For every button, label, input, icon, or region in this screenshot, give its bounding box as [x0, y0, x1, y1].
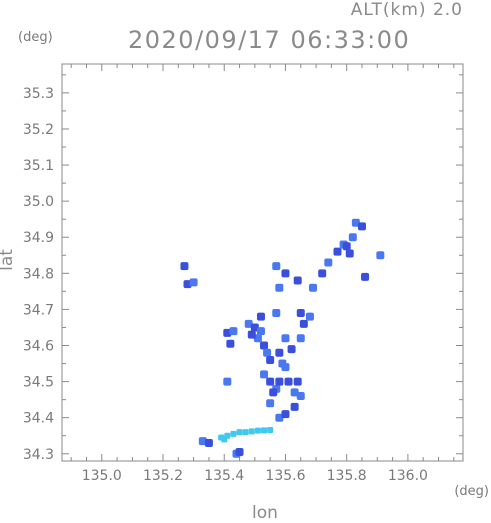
echo-point — [296, 334, 305, 343]
echo-point — [342, 242, 351, 251]
y-tick-label: 34.3 — [23, 447, 54, 463]
echo-point — [183, 280, 192, 289]
echo-point — [348, 233, 357, 242]
echo-point — [256, 327, 265, 336]
echo-point — [290, 402, 299, 411]
echo-point — [266, 399, 275, 408]
y-tick-label: 34.7 — [23, 302, 54, 318]
altitude-label: ALT(km) 2.0 — [350, 0, 463, 20]
echo-point — [260, 341, 269, 350]
echo-marks — [180, 218, 385, 458]
echo-point — [296, 392, 305, 401]
echo-point — [226, 339, 235, 348]
echo-point — [287, 345, 296, 354]
echo-point — [296, 309, 305, 318]
echo-point — [275, 283, 284, 292]
echo-point — [235, 447, 244, 456]
echo-point — [376, 251, 385, 260]
y-tick-label: 34.9 — [23, 230, 54, 246]
echo-point — [275, 377, 284, 386]
x-tick-label: 135.2 — [143, 468, 183, 484]
echo-point — [229, 327, 238, 336]
echo-point-light — [242, 429, 249, 436]
x-tick-label: 136.0 — [388, 468, 428, 484]
echo-point — [345, 249, 354, 258]
echo-point — [281, 334, 290, 343]
y-unit-label: (deg) — [18, 30, 53, 45]
echo-point — [260, 370, 269, 379]
echo-point — [269, 388, 278, 397]
echo-point — [318, 269, 327, 278]
echo-point-light — [267, 426, 274, 433]
echo-point — [256, 312, 265, 321]
echo-point — [305, 312, 314, 321]
echo-point — [351, 218, 360, 227]
echo-point — [333, 247, 342, 256]
echo-point — [223, 328, 232, 337]
echo-point — [281, 410, 290, 419]
x-tick-label: 135.8 — [327, 468, 367, 484]
echo-point-light — [221, 436, 228, 443]
echo-point — [299, 319, 308, 328]
echo-point — [361, 272, 370, 281]
echo-point — [253, 334, 262, 343]
echo-point-light — [248, 428, 255, 435]
echo-point — [272, 309, 281, 318]
echo-point — [247, 330, 256, 339]
echo-point — [198, 437, 207, 446]
chart-title: 2020/09/17 06:33:00 — [128, 26, 411, 54]
echo-point-light — [230, 430, 237, 437]
echo-point-light — [236, 429, 243, 436]
echo-point — [357, 222, 366, 231]
x-tick-label: 135.4 — [204, 468, 244, 484]
x-axis-label: lon — [252, 503, 278, 523]
echo-point — [309, 283, 318, 292]
echo-point — [281, 269, 290, 278]
echo-point — [272, 262, 281, 271]
y-tick-label: 35.2 — [23, 122, 54, 138]
echo-point — [244, 319, 253, 328]
echo-point — [324, 258, 333, 267]
y-tick-label: 35.3 — [23, 86, 54, 102]
echo-point — [263, 348, 272, 357]
y-tick-label: 34.4 — [23, 411, 54, 427]
echo-point — [266, 355, 275, 364]
echo-point-light — [254, 427, 261, 434]
echo-point — [293, 276, 302, 285]
x-unit-label: (deg) — [454, 484, 489, 499]
axis-ticks: 135.0 135.2 135.4 135.6 135.8 136.0 34.3 34.4 34… — [23, 64, 463, 484]
echo-point — [250, 323, 259, 332]
echo-point — [293, 377, 302, 386]
y-tick-label: 35.0 — [23, 194, 54, 210]
x-tick-label: 135.6 — [265, 468, 305, 484]
y-tick-label: 34.5 — [23, 375, 54, 391]
echo-point — [275, 348, 284, 357]
echo-point — [275, 413, 284, 422]
y-tick-label: 35.1 — [23, 158, 54, 174]
echo-point — [290, 388, 299, 397]
echo-point — [266, 377, 275, 386]
echo-point — [180, 262, 189, 271]
y-tick-label: 34.8 — [23, 266, 54, 282]
echo-point — [189, 278, 198, 287]
echo-point — [278, 359, 287, 368]
plot-frame — [61, 63, 464, 462]
echo-point-light — [261, 427, 268, 434]
echo-point — [284, 377, 293, 386]
echo-point — [204, 438, 213, 447]
y-tick-label: 34.6 — [23, 339, 54, 355]
x-tick-label: 135.0 — [82, 468, 122, 484]
echo-point — [223, 377, 232, 386]
